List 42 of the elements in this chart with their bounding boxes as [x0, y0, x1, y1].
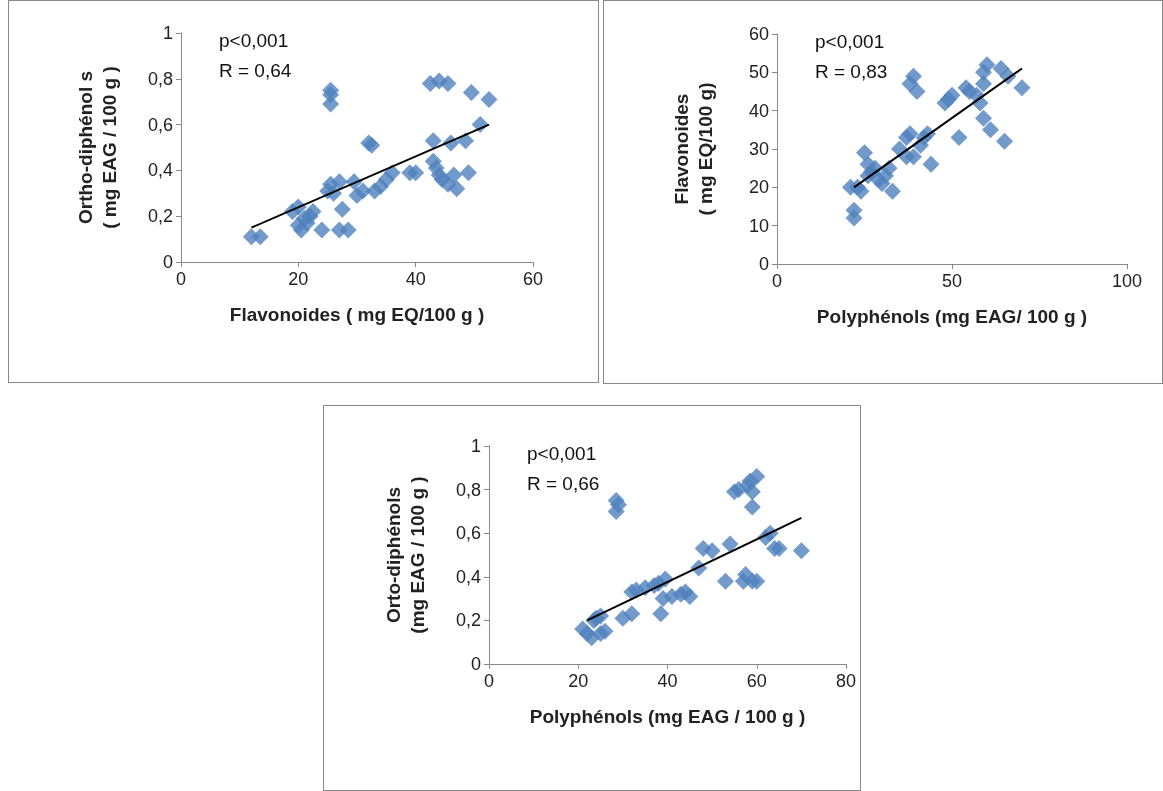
x-tick-label: 0: [483, 671, 495, 691]
y-tick-label: 0,2: [147, 206, 173, 227]
x-tick-label: 80: [835, 671, 857, 691]
x-tick-label: 20: [568, 671, 589, 691]
y-tick-label: 0,6: [147, 114, 173, 135]
x-tick-label: 50: [941, 271, 963, 291]
x-tick-label: 0: [771, 271, 783, 291]
y-tick-label: 10: [748, 215, 769, 236]
y-tick-label: 0,2: [455, 610, 481, 631]
y-axis-title: Orto-diphénols (mg EAG / 100 g ): [382, 476, 428, 634]
x-axis-title: Flavonoides ( mg EQ/100 g ): [229, 303, 485, 325]
y-tick-label: 50: [748, 62, 769, 83]
y-tick-label: 0: [162, 252, 173, 272]
annotation: p<0,001: [815, 31, 885, 52]
y-tick-label: 1: [162, 23, 173, 43]
y-axis-title: Flavonoides ( mg EQ/100 g): [670, 82, 716, 216]
x-tick-label: 100: [1111, 271, 1143, 291]
annotation: p<0,001: [219, 30, 289, 51]
y-tick-label: 0,6: [455, 523, 481, 544]
y-tick-label: 0: [470, 654, 481, 674]
x-tick-label: 60: [522, 269, 544, 289]
y-tick-label: 0,4: [455, 566, 481, 587]
y-tick-label: 0,8: [147, 68, 173, 89]
y-tick-label: 0,8: [455, 479, 481, 500]
y-tick-label: 0: [758, 254, 769, 274]
x-axis-title: Polyphénols (mg EAG / 100 g ): [529, 705, 806, 727]
y-tick-label: 0,4: [147, 160, 173, 181]
y-tick-label: 30: [748, 139, 769, 159]
x-tick-label: 40: [405, 269, 426, 289]
y-tick-label: 40: [748, 100, 769, 121]
annotation: p<0,001: [527, 443, 597, 464]
x-tick-label: 20: [288, 269, 309, 289]
annotation: R = 0,66: [527, 473, 600, 494]
x-axis-title: Polyphénols (mg EAG/ 100 g ): [816, 305, 1088, 327]
y-tick-label: 20: [748, 177, 769, 198]
y-axis-title: Ortho-diphénol s ( mg EAG / 100 g ): [74, 66, 120, 229]
x-tick-label: 40: [657, 671, 678, 691]
annotation: R = 0,83: [815, 61, 888, 82]
x-tick-label: 0: [175, 269, 187, 289]
y-tick-label: 1: [470, 436, 481, 456]
y-tick-label: 60: [748, 24, 769, 44]
annotation: R = 0,64: [219, 60, 292, 81]
